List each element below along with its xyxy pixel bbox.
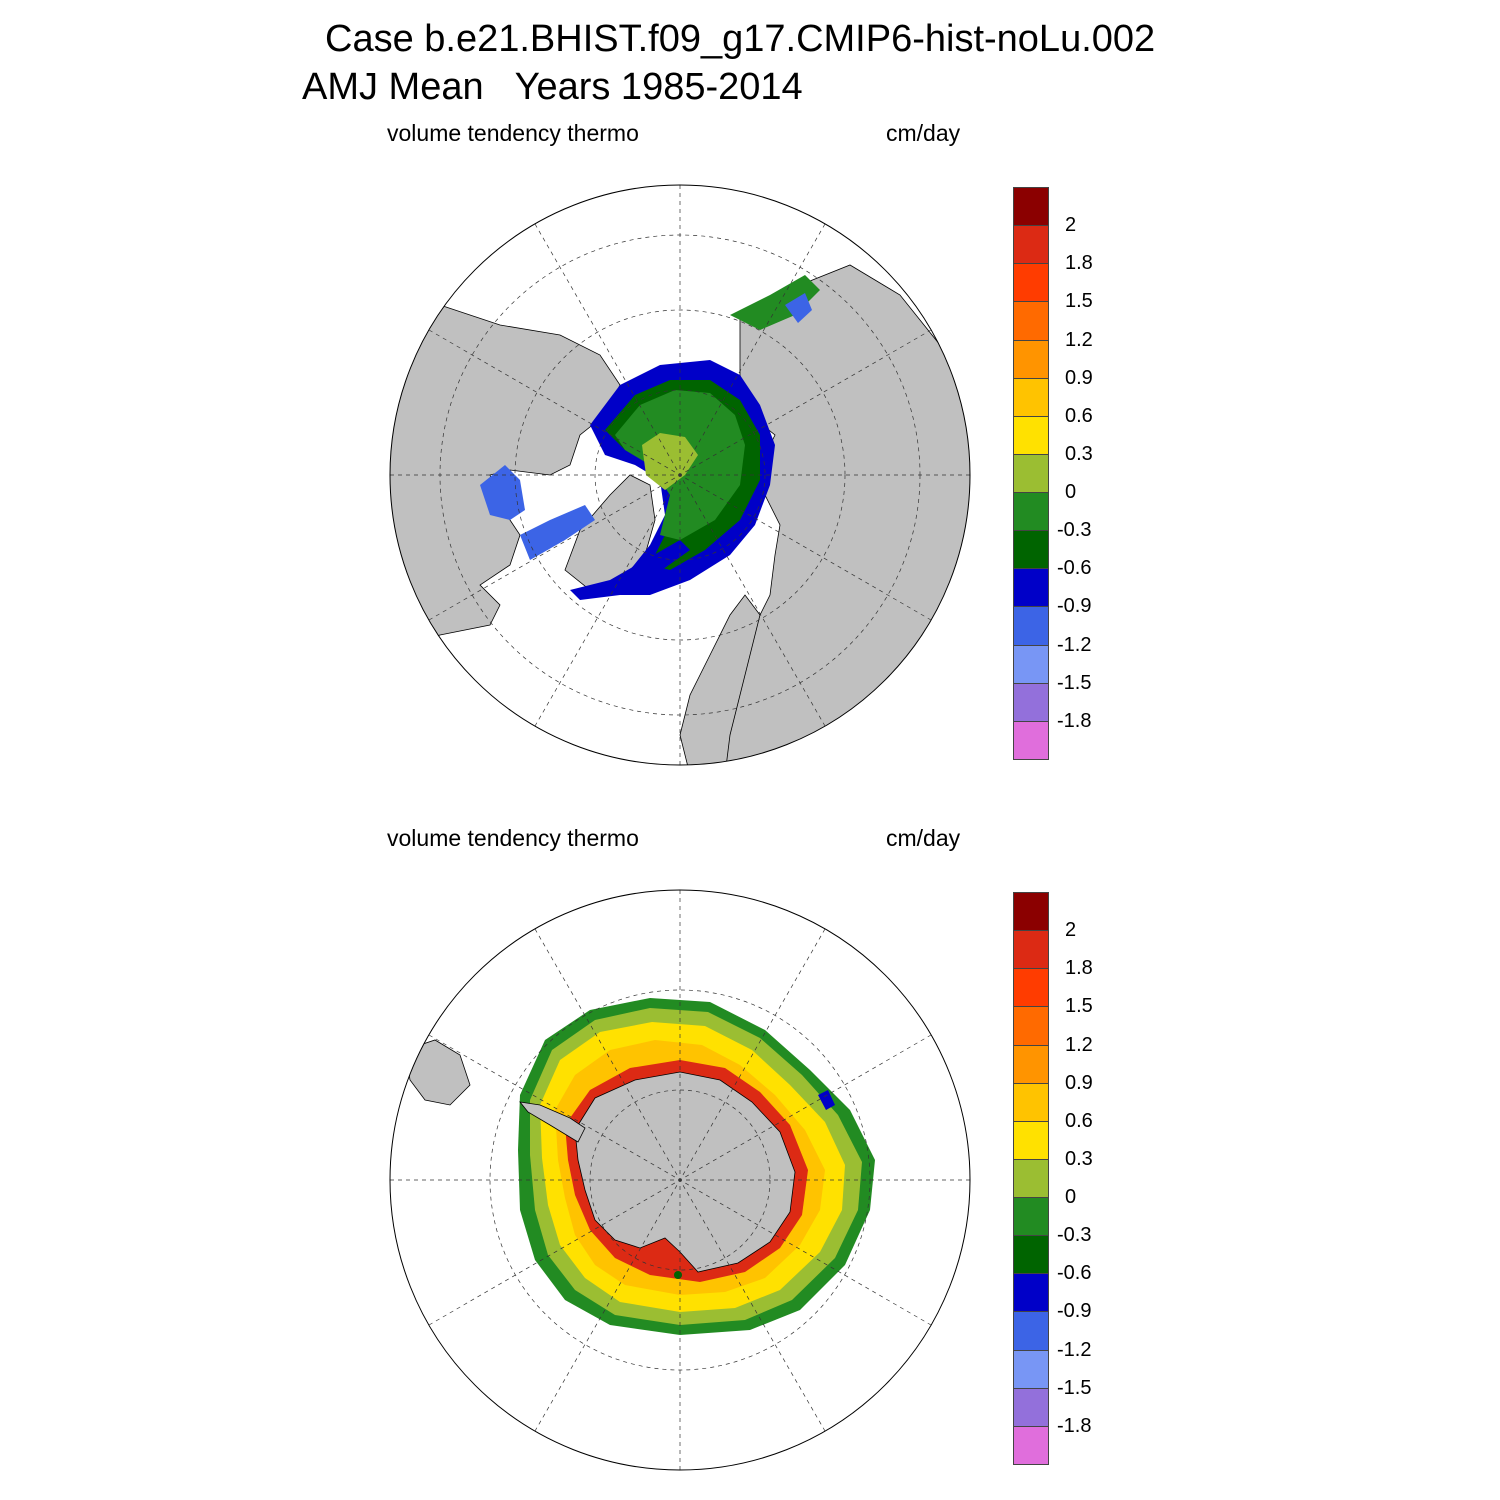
bottom-colorbar-swatch	[1013, 1158, 1049, 1199]
bottom-colorbar: 2 1.8 1.5 1.2 0.9 0.6 0.3 0 -0.3 -0.6 -0.9 -1.2 -1.5…	[1013, 892, 1093, 1465]
top-colorbar-label: -0.6	[1057, 557, 1092, 580]
bottom-panel-units-label: cm/day	[886, 825, 961, 851]
top-colorbar-swatch	[1013, 263, 1049, 303]
top-colorbar-swatch	[1013, 644, 1049, 684]
top-colorbar-swatch	[1013, 301, 1049, 341]
bottom-colorbar-label: 0.3	[1065, 1147, 1093, 1170]
top-colorbar-swatch	[1013, 187, 1049, 227]
top-colorbar-swatch	[1013, 682, 1049, 722]
bottom-colorbar-label: 1.2	[1065, 1033, 1093, 1056]
bottom-colorbar-swatch	[1013, 1425, 1049, 1465]
bottom-colorbar-label: -0.9	[1057, 1300, 1092, 1323]
top-colorbar-swatch	[1013, 377, 1049, 417]
bottom-colorbar-swatch	[1013, 1311, 1049, 1351]
antarctic-ice-blue-patch	[818, 1090, 835, 1110]
bottom-colorbar-label: 0	[1065, 1186, 1077, 1209]
bottom-colorbar-label: -1.8	[1057, 1414, 1092, 1437]
arctic-ice-hudson-bay	[480, 465, 525, 520]
top-colorbar-label: -0.9	[1057, 595, 1092, 618]
bottom-colorbar-label: 1.5	[1065, 995, 1093, 1018]
top-colorbar-label: -1.8	[1057, 709, 1092, 732]
bottom-colorbar-swatch	[1013, 930, 1049, 970]
bottom-colorbar-swatch	[1013, 1044, 1049, 1084]
bottom-colorbar-label: 0.9	[1065, 1071, 1093, 1094]
bottom-colorbar-swatch	[1013, 1387, 1049, 1427]
bottom-colorbar-label: 0.6	[1065, 1109, 1093, 1132]
south-america-tip	[404, 1039, 471, 1106]
top-colorbar-label: 1.5	[1065, 290, 1093, 313]
bottom-panel-variable-label: volume tendency thermo	[387, 825, 639, 851]
bottom-colorbar-swatch	[1013, 1349, 1049, 1389]
top-colorbar-swatch	[1013, 225, 1049, 265]
top-colorbar-swatch	[1013, 568, 1049, 608]
figure-title-period: AMJ Mean Years 1985-2014	[302, 66, 803, 108]
top-colorbar-swatch	[1013, 453, 1049, 494]
arctic-ice-near-zero	[642, 433, 698, 490]
bottom-colorbar-swatch	[1013, 1120, 1049, 1160]
bottom-colorbar-swatch	[1013, 1006, 1049, 1046]
arctic-graticule	[390, 185, 970, 765]
top-colorbar: 2 1.8 1.5 1.2 0.9 0.6 0.3 0 -0.3 -0.6 -0.9 -1.2 -1.5…	[1013, 187, 1093, 760]
top-colorbar-label: 0.3	[1065, 442, 1093, 465]
top-colorbar-swatch	[1013, 492, 1049, 532]
bottom-colorbar-label: 1.8	[1065, 957, 1093, 980]
top-colorbar-label: 0	[1065, 481, 1077, 504]
top-colorbar-label: 1.8	[1065, 252, 1093, 275]
arctic-polar-map	[389, 184, 971, 766]
bottom-colorbar-swatch	[1013, 892, 1049, 932]
top-colorbar-label: -0.3	[1057, 519, 1092, 542]
bottom-colorbar-swatch	[1013, 1197, 1049, 1237]
top-colorbar-swatch	[1013, 415, 1049, 455]
bottom-colorbar-label: -0.6	[1057, 1262, 1092, 1285]
top-colorbar-swatch	[1013, 720, 1049, 760]
bottom-colorbar-swatch	[1013, 1235, 1049, 1275]
antarctic-polar-map	[389, 889, 971, 1471]
top-panel-units-label: cm/day	[886, 120, 961, 146]
antarctic-graticule	[390, 890, 970, 1470]
top-panel-variable-label: volume tendency thermo	[387, 120, 639, 146]
arctic-map-border	[389, 184, 971, 766]
antarctic-map-border	[389, 889, 971, 1471]
top-colorbar-label: 0.6	[1065, 404, 1093, 427]
bottom-colorbar-label: -1.2	[1057, 1338, 1092, 1361]
bottom-colorbar-swatch	[1013, 1082, 1049, 1122]
top-colorbar-swatch	[1013, 339, 1049, 379]
figure-title-case: Case b.e21.BHIST.f09_g17.CMIP6-hist-noLu…	[325, 18, 1156, 60]
bottom-colorbar-label: -0.3	[1057, 1224, 1092, 1247]
bottom-colorbar-swatch	[1013, 968, 1049, 1008]
bottom-colorbar-label: 2	[1065, 919, 1077, 942]
top-colorbar-label: -1.5	[1057, 671, 1092, 694]
arctic-ice-okhotsk	[730, 275, 820, 330]
top-colorbar-swatch	[1013, 530, 1049, 570]
arctic-ice-baffin	[520, 505, 595, 560]
top-colorbar-label: -1.2	[1057, 633, 1092, 656]
arctic-ice-greenland-sea	[570, 540, 690, 600]
arctic-land-europe	[679, 594, 761, 765]
top-colorbar-label: 2	[1065, 214, 1077, 237]
antarctic-small-green-patch	[674, 1271, 682, 1279]
antarctic-land-peninsula	[519, 1101, 586, 1143]
top-colorbar-label: 1.2	[1065, 328, 1093, 351]
bottom-colorbar-label: -1.5	[1057, 1376, 1092, 1399]
top-colorbar-swatch	[1013, 606, 1049, 646]
bottom-colorbar-swatch	[1013, 1273, 1049, 1313]
top-colorbar-label: 0.9	[1065, 366, 1093, 389]
arctic-ice-okhotsk-blue	[785, 293, 812, 323]
